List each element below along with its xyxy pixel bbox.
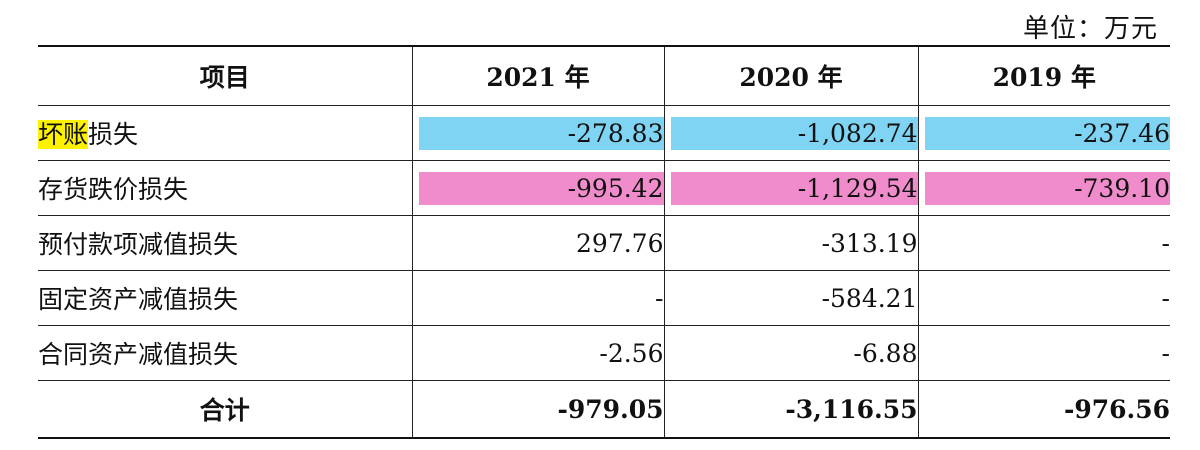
- cell-2020: -313.19: [664, 215, 919, 271]
- row-label: 固定资产减值损失: [38, 270, 413, 326]
- highlighted-text: 坏账: [38, 120, 89, 149]
- row-label: 预付款项减值损失: [38, 215, 413, 271]
- total-row: 合计 -979.05 -3,116.55 -976.56: [38, 380, 1170, 438]
- label-text: 损失: [88, 120, 139, 149]
- highlighted-value: -237.46: [924, 116, 1170, 150]
- highlighted-value: -1,129.54: [670, 171, 918, 205]
- cell-2019: -237.46: [918, 105, 1170, 161]
- cell-2020: -584.21: [664, 270, 919, 326]
- highlighted-value: -1,082.74: [670, 116, 918, 150]
- header-2019: 2019 年: [992, 63, 1096, 92]
- total-2020: -3,116.55: [664, 380, 919, 438]
- highlighted-value: -995.42: [418, 171, 664, 205]
- table-row: 存货跌价损失 -995.42 -1,129.54 -739.10: [38, 160, 1170, 216]
- table-row: 固定资产减值损失 - -584.21 -: [38, 270, 1170, 326]
- cell-2020: -6.88: [664, 325, 919, 381]
- row-label: 存货跌价损失: [38, 160, 413, 216]
- highlighted-value: -278.83: [418, 116, 664, 150]
- table-row: 合同资产减值损失 -2.56 -6.88 -: [38, 325, 1170, 381]
- cell-2019: -: [918, 215, 1170, 271]
- highlighted-value: -739.10: [924, 171, 1170, 205]
- row-label: 合同资产减值损失: [38, 325, 413, 381]
- cell-2019: -: [918, 325, 1170, 381]
- cell-2020: -1,082.74: [664, 105, 919, 161]
- cell-2021: -278.83: [412, 105, 665, 161]
- cell-2019: -: [918, 270, 1170, 326]
- table-row: 坏账损失 -278.83 -1,082.74 -237.46: [38, 105, 1170, 161]
- total-label: 合计: [38, 380, 413, 438]
- row-label: 坏账损失: [38, 105, 413, 161]
- cell-2019: -739.10: [918, 160, 1170, 216]
- total-2021: -979.05: [412, 380, 665, 438]
- impairment-loss-table: 项目 2021 年 2020 年 2019 年 坏账损失 -278.83 -1,…: [38, 45, 1170, 439]
- header-2020: 2020 年: [664, 46, 919, 106]
- table-row: 预付款项减值损失 297.76 -313.19 -: [38, 215, 1170, 271]
- table-header-row: 项目 2021 年 2020 年 2019 年: [38, 46, 1170, 106]
- unit-label: 单位：万元: [1022, 14, 1158, 44]
- cell-2021: -995.42: [412, 160, 665, 216]
- cell-2020: -1,129.54: [664, 160, 919, 216]
- cell-2021: -: [412, 270, 665, 326]
- header-item: 项目: [38, 46, 413, 106]
- cell-2021: -2.56: [412, 325, 665, 381]
- total-2019: -976.56: [918, 380, 1170, 438]
- cell-2021: 297.76: [412, 215, 665, 271]
- header-2021: 2021 年: [412, 46, 665, 106]
